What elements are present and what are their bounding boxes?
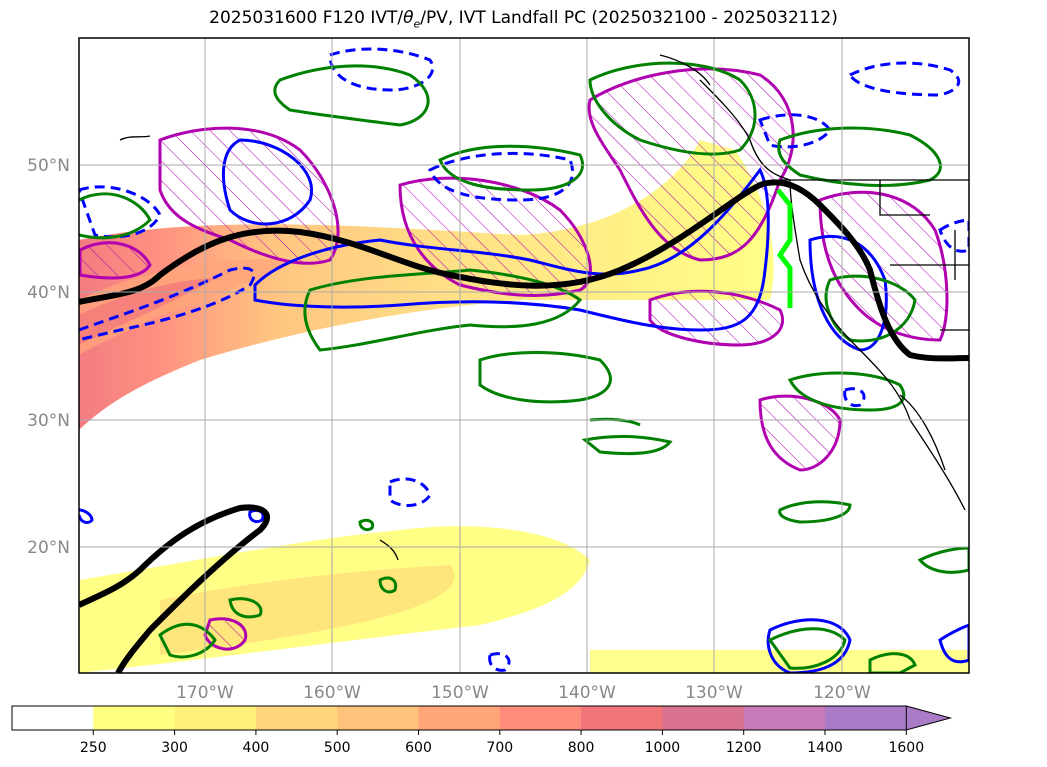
colorbar-extend-arrow [905,705,953,731]
ivt-plume-north [79,140,774,430]
colorbar-segment [12,706,94,730]
colorbar-outline [11,705,907,731]
jet-stream-south [79,504,270,673]
ivt-colorbar: 250 300 400 500 600 700 800 1000 1200 1400 1600 [11,705,953,756]
colorbar-segment [93,706,176,730]
lon-label-130w: 130°W [685,683,743,703]
lat-label-30n: 30°N [27,411,70,431]
map-title: 2025031600 F120 IVT/θe/PV, IVT Landfall … [209,8,838,31]
jet-stream-north [79,179,969,362]
ivt-south-strip [590,650,969,673]
lat-label-40n: 40°N [27,283,70,303]
ivt-landfall-line [776,188,793,308]
colorbar-segment [662,706,745,730]
lon-label-170w: 170°W [176,683,234,703]
colorbar-tick-label: 1600 [888,740,924,756]
lon-label-160w: 160°W [303,683,361,703]
colorbar-tick-label: 300 [161,740,188,756]
colorbar-segment [825,706,907,730]
colorbar-segment [255,706,338,730]
colorbar-segment [418,706,501,730]
colorbar-tick-label: 1200 [726,740,762,756]
lat-label-50n: 50°N [27,156,70,176]
colorbar-tick-label: 800 [568,740,595,756]
graticule [79,38,969,673]
colorbar-tick-label: 600 [405,740,432,756]
colorbar-segment [174,706,257,730]
colorbar-tick-label: 250 [80,740,107,756]
colorbar-tick-label: 500 [324,740,351,756]
lon-label-140w: 140°W [558,683,616,703]
green-contours [79,61,969,673]
colorbar-segment [581,706,663,730]
lat-label-20n: 20°N [27,538,70,558]
colorbar-tick-label: 700 [486,740,513,756]
map-frame [78,37,970,674]
ivt-plume-max [79,278,215,345]
lon-label-120w: 120°W [813,683,871,703]
colorbar-tick-label: 400 [243,740,270,756]
colorbar-segment [499,706,582,730]
colorbar-tick-label: 1400 [807,740,843,756]
colorbar-segment [743,706,826,730]
colorbar-segment [337,706,419,730]
coastline [119,54,969,561]
ivt-plume-core [79,259,300,355]
lon-label-150w: 150°W [431,683,489,703]
colorbar-tick-label: 1000 [645,740,681,756]
